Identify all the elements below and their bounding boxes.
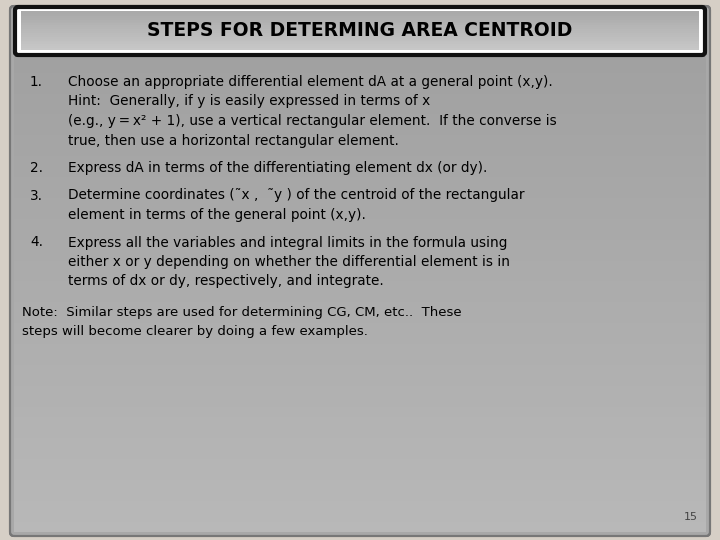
- Text: steps will become clearer by doing a few examples.: steps will become clearer by doing a few…: [22, 326, 368, 339]
- Bar: [21, 26, 699, 29]
- Bar: [14, 427, 706, 438]
- Bar: [21, 32, 699, 35]
- Bar: [14, 19, 706, 31]
- Bar: [14, 113, 706, 125]
- Bar: [14, 333, 706, 344]
- Bar: [14, 500, 706, 511]
- Text: true, then use a horizontal rectangular element.: true, then use a horizontal rectangular …: [68, 133, 399, 147]
- Text: Hint:  Generally, if y is easily expressed in terms of x: Hint: Generally, if y is easily expresse…: [68, 94, 431, 109]
- Bar: [21, 39, 699, 43]
- FancyBboxPatch shape: [15, 7, 705, 55]
- Bar: [21, 47, 699, 50]
- Text: Express dA in terms of the differentiating element dx (or dy).: Express dA in terms of the differentiati…: [68, 161, 487, 175]
- Bar: [21, 45, 699, 48]
- Bar: [14, 468, 706, 480]
- Bar: [14, 218, 706, 230]
- Bar: [14, 458, 706, 469]
- Text: element in terms of the general point (x,y).: element in terms of the general point (x…: [68, 208, 366, 222]
- Bar: [14, 176, 706, 187]
- Bar: [14, 228, 706, 240]
- Bar: [21, 13, 699, 16]
- Text: 3.: 3.: [30, 188, 43, 202]
- Bar: [21, 17, 699, 19]
- Bar: [14, 479, 706, 490]
- Bar: [14, 364, 706, 375]
- Bar: [14, 416, 706, 428]
- Text: terms of dx or dy, respectively, and integrate.: terms of dx or dy, respectively, and int…: [68, 274, 384, 288]
- Bar: [14, 207, 706, 219]
- Bar: [14, 385, 706, 396]
- Bar: [21, 22, 699, 25]
- Text: 2.: 2.: [30, 161, 43, 175]
- Bar: [21, 43, 699, 46]
- Bar: [21, 34, 699, 37]
- Bar: [14, 249, 706, 261]
- Bar: [14, 280, 706, 292]
- Bar: [14, 437, 706, 449]
- Text: (e.g., y = x² + 1), use a vertical rectangular element.  If the converse is: (e.g., y = x² + 1), use a vertical recta…: [68, 114, 557, 128]
- Bar: [14, 61, 706, 73]
- Text: 1.: 1.: [30, 75, 43, 89]
- Text: Choose an appropriate differential element dA at a general point (x,y).: Choose an appropriate differential eleme…: [68, 75, 553, 89]
- Bar: [21, 42, 699, 44]
- Bar: [14, 291, 706, 302]
- Text: 15: 15: [684, 512, 698, 522]
- Text: either x or y depending on whether the differential element is in: either x or y depending on whether the d…: [68, 255, 510, 269]
- Bar: [14, 374, 706, 386]
- Bar: [14, 521, 706, 532]
- Text: Note:  Similar steps are used for determining CG, CM, etc..  These: Note: Similar steps are used for determi…: [22, 306, 462, 319]
- Bar: [14, 270, 706, 281]
- Bar: [14, 92, 706, 104]
- Bar: [14, 51, 706, 62]
- Bar: [21, 11, 699, 14]
- Bar: [14, 40, 706, 52]
- Bar: [14, 72, 706, 83]
- Bar: [21, 24, 699, 27]
- Bar: [21, 36, 699, 38]
- Bar: [14, 406, 706, 417]
- Bar: [14, 166, 706, 177]
- Bar: [21, 30, 699, 33]
- Text: 4.: 4.: [30, 235, 43, 249]
- Text: Express all the variables and integral limits in the formula using: Express all the variables and integral l…: [68, 235, 508, 249]
- Bar: [14, 103, 706, 114]
- Bar: [14, 322, 706, 334]
- Bar: [21, 38, 699, 40]
- Text: STEPS FOR DETERMING AREA CENTROID: STEPS FOR DETERMING AREA CENTROID: [148, 22, 572, 40]
- Bar: [14, 30, 706, 42]
- Bar: [14, 155, 706, 167]
- Bar: [14, 186, 706, 198]
- Bar: [14, 312, 706, 323]
- Bar: [14, 510, 706, 522]
- Bar: [14, 145, 706, 156]
- Bar: [14, 124, 706, 136]
- Bar: [21, 28, 699, 31]
- Bar: [14, 489, 706, 501]
- Bar: [14, 354, 706, 365]
- Bar: [14, 239, 706, 250]
- Text: Determine coordinates (˜x ,  ˜y ) of the centroid of the rectangular: Determine coordinates (˜x , ˜y ) of the …: [68, 188, 524, 202]
- Bar: [14, 301, 706, 313]
- Bar: [21, 21, 699, 23]
- Bar: [14, 82, 706, 93]
- Bar: [14, 197, 706, 208]
- Bar: [14, 343, 706, 355]
- Bar: [21, 15, 699, 18]
- Bar: [14, 260, 706, 271]
- Bar: [21, 18, 699, 22]
- FancyBboxPatch shape: [10, 6, 710, 536]
- Bar: [14, 134, 706, 146]
- Bar: [14, 395, 706, 407]
- Bar: [14, 9, 706, 21]
- Bar: [14, 448, 706, 459]
